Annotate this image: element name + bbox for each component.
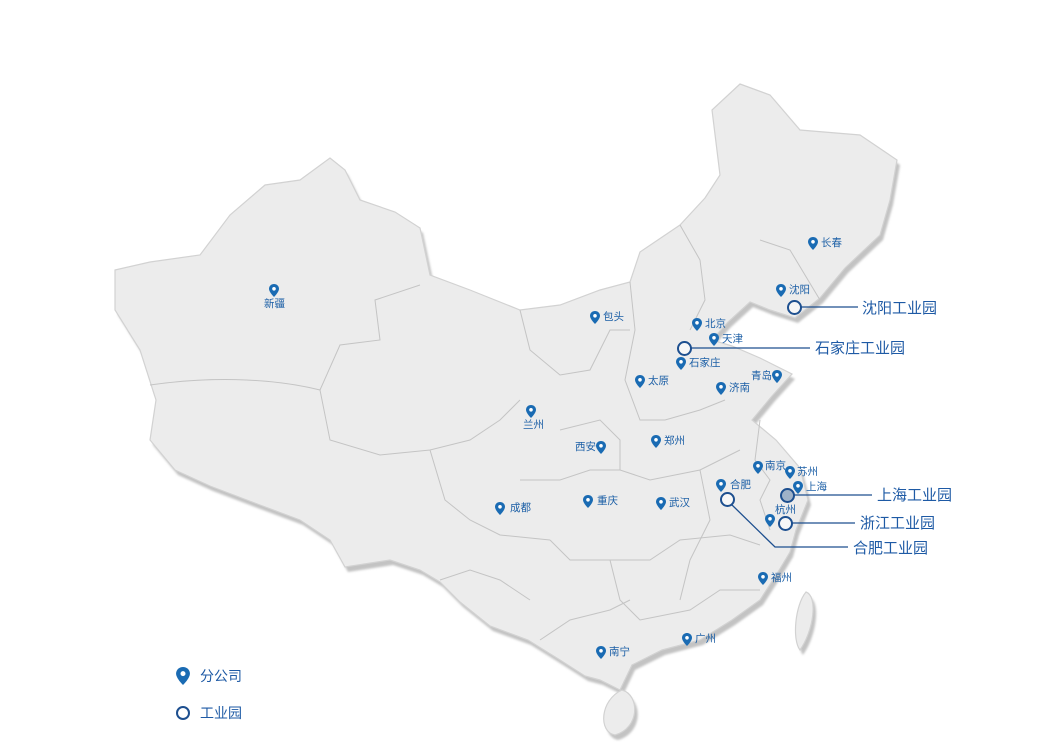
branch-label: 成都 bbox=[510, 502, 531, 514]
map-pin-icon[interactable] bbox=[808, 235, 818, 250]
branch-label: 长春 bbox=[821, 237, 842, 249]
branch-label: 兰州 bbox=[523, 419, 544, 431]
map-pin-icon[interactable] bbox=[590, 309, 600, 324]
province-border bbox=[609, 559, 760, 621]
map-pin-icon[interactable] bbox=[765, 512, 775, 527]
legend-branch: 分公司 bbox=[176, 666, 242, 686]
legend-park: 工业园 bbox=[176, 703, 242, 723]
map-pin-icon[interactable] bbox=[676, 355, 686, 370]
map-pin-icon[interactable] bbox=[656, 495, 666, 510]
province-border bbox=[439, 569, 531, 601]
map-pin-icon[interactable] bbox=[716, 477, 726, 492]
map-pin-icon[interactable] bbox=[772, 368, 782, 383]
map-pin-icon[interactable] bbox=[682, 631, 692, 646]
province-border bbox=[429, 449, 551, 541]
branch-label: 合肥 bbox=[730, 479, 751, 491]
branch-label: 南京 bbox=[765, 460, 786, 472]
branch-label: 石家庄 bbox=[689, 357, 721, 369]
hainan-island bbox=[603, 689, 636, 736]
branch-label: 上海 bbox=[806, 481, 827, 493]
map-pin-icon[interactable] bbox=[526, 403, 536, 418]
branch-label: 沈阳 bbox=[789, 284, 810, 296]
province-border bbox=[520, 469, 620, 481]
map-pin-icon[interactable] bbox=[709, 331, 719, 346]
map-pin-icon[interactable] bbox=[753, 459, 763, 474]
branch-label: 青岛 bbox=[751, 370, 772, 382]
map-pin-icon[interactable] bbox=[651, 433, 661, 448]
branch-label: 太原 bbox=[648, 375, 669, 387]
branch-label: 广州 bbox=[695, 633, 716, 645]
map-pin-icon[interactable] bbox=[635, 373, 645, 388]
branch-label: 杭州 bbox=[775, 504, 796, 516]
park-label: 浙江工业园 bbox=[860, 514, 936, 532]
park-marker-icon[interactable] bbox=[677, 341, 692, 356]
park-marker-icon[interactable] bbox=[720, 492, 735, 507]
park-marker-icon[interactable] bbox=[778, 516, 793, 531]
map-pin-icon[interactable] bbox=[793, 479, 803, 494]
map-pin-icon[interactable] bbox=[758, 570, 768, 585]
branch-label: 济南 bbox=[729, 382, 750, 394]
branch-label: 天津 bbox=[722, 333, 743, 345]
park-label: 沈阳工业园 bbox=[862, 299, 938, 317]
map-pin-icon[interactable] bbox=[785, 464, 795, 479]
province-border bbox=[754, 419, 771, 531]
park-marker-icon[interactable] bbox=[787, 300, 802, 315]
branch-label: 福州 bbox=[771, 572, 792, 584]
legend-park-label: 工业园 bbox=[200, 706, 242, 722]
map-pin-icon[interactable] bbox=[596, 644, 606, 659]
province-border bbox=[679, 224, 706, 331]
china-mainland bbox=[114, 83, 898, 691]
park-label: 上海工业园 bbox=[877, 486, 953, 504]
branch-label: 北京 bbox=[705, 318, 726, 330]
legend-branch-label: 分公司 bbox=[200, 669, 242, 685]
branch-label: 苏州 bbox=[797, 466, 818, 478]
branch-label: 武汉 bbox=[669, 497, 690, 509]
map-pin-icon[interactable] bbox=[269, 282, 279, 297]
park-leader-line bbox=[730, 503, 848, 548]
province-border bbox=[149, 284, 421, 391]
map-pin-icon[interactable] bbox=[716, 380, 726, 395]
map-pin-icon[interactable] bbox=[776, 282, 786, 297]
province-border bbox=[679, 469, 711, 601]
map-pin-icon[interactable] bbox=[495, 500, 505, 515]
province-border bbox=[549, 534, 761, 561]
map-pin-icon[interactable] bbox=[583, 493, 593, 508]
park-label: 合肥工业园 bbox=[853, 539, 929, 557]
branch-label: 重庆 bbox=[597, 495, 618, 507]
map-pin-icon[interactable] bbox=[692, 316, 702, 331]
province-border bbox=[759, 239, 821, 301]
circle-icon bbox=[176, 706, 190, 720]
map-pin-icon[interactable] bbox=[596, 439, 606, 454]
map-pin-icon bbox=[176, 667, 190, 685]
branch-label: 包头 bbox=[603, 311, 624, 323]
province-border bbox=[624, 281, 726, 421]
park-marker-icon[interactable] bbox=[780, 488, 795, 503]
province-border bbox=[519, 309, 630, 376]
taiwan-island bbox=[794, 591, 814, 652]
branch-label: 郑州 bbox=[664, 435, 685, 447]
park-label: 石家庄工业园 bbox=[815, 339, 906, 357]
province-border bbox=[539, 599, 631, 641]
branch-label: 新疆 bbox=[264, 298, 285, 310]
branch-label: 西安 bbox=[575, 441, 596, 453]
branch-label: 南宁 bbox=[609, 646, 630, 658]
